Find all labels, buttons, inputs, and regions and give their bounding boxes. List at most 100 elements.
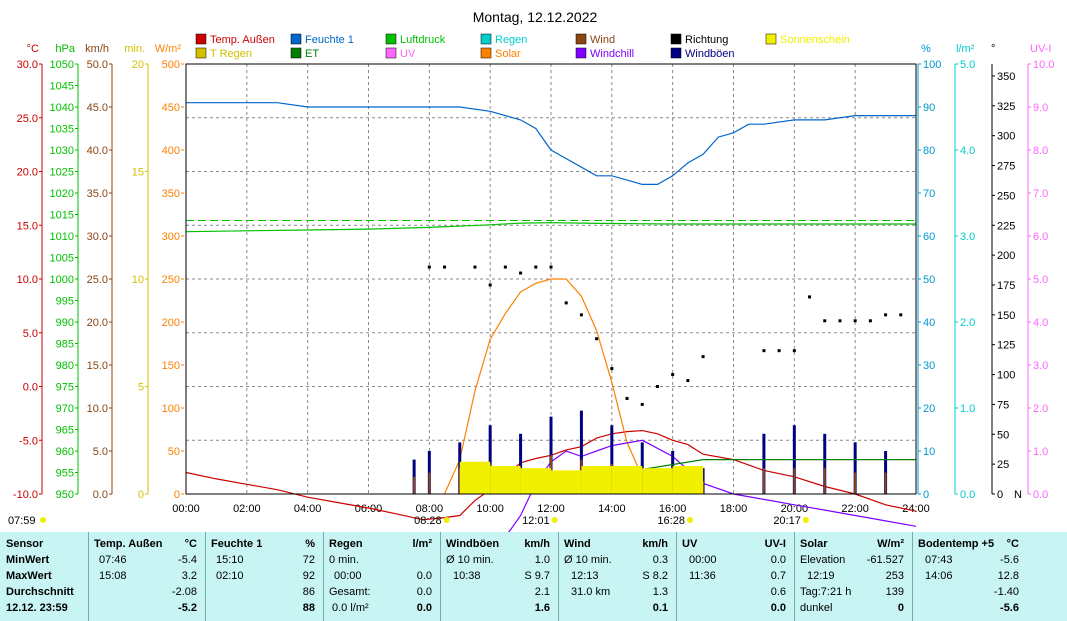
right-axis-tick-label: 80 (923, 145, 935, 157)
solar-current: 0 (897, 602, 904, 614)
sun-marker-icon (802, 517, 809, 523)
stats-col-solar: Solar W/m² Elevation -61.527 12:19 253 T… (794, 532, 912, 621)
right-axis-tick-label: 10.0 (1033, 59, 1054, 71)
sunshine-bar (581, 466, 612, 494)
right-axis-tick-label: 7.0 (1033, 188, 1048, 200)
left-axis-tick-label: 450 (162, 102, 180, 114)
humidity-min-time: 15:10 (216, 554, 244, 566)
left-axis-tick-label: 980 (56, 360, 74, 372)
legend-swatch (290, 33, 302, 45)
direction-point (792, 349, 796, 353)
legend-label: ET (305, 48, 319, 60)
time-marker-label: 08:28 (414, 515, 442, 527)
left-axis-tick-label: 960 (56, 446, 74, 458)
direction-point (868, 319, 872, 323)
gust-r1-label: Ø 10 min. (446, 554, 494, 566)
wind-unit: km/h (642, 538, 668, 550)
right-axis-tick-label: 25 (997, 459, 1009, 471)
right-axis-tick-label: 2.0 (1033, 403, 1048, 415)
sensor-row-avg: Durchschnitt (6, 586, 74, 598)
stats-col-temp: Temp. Außen °C 07:46 -5.4 15:08 3.2 -2.0… (88, 532, 205, 621)
time-markers: 07:59 08:28 12:01 16:28 20:17 (8, 515, 809, 527)
left-axis-tick-label: 40.0 (87, 145, 108, 157)
x-tick-label: 12:00 (537, 503, 565, 515)
uv-r3-val: 0.6 (770, 586, 786, 598)
right-axis-tick-label: 9.0 (1033, 102, 1048, 114)
sunshine-bar (520, 468, 551, 494)
solar-r1-label: Elevation (800, 554, 846, 566)
legend-swatch (290, 47, 302, 59)
right-axis-tick-label: 5.0 (960, 59, 975, 71)
left-axis-tick-label: 10.0 (87, 403, 108, 415)
soil-header: Bodentemp +5 (918, 538, 995, 550)
gust-header: Windböen (446, 538, 500, 550)
direction-point (503, 265, 507, 269)
uv-r2-label: 11:36 (689, 570, 716, 582)
direction-point (579, 313, 583, 317)
stats-col-wind: Wind km/h Ø 10 min. 0.3 12:13 S 8.2 31.0… (558, 532, 676, 621)
sensor-date: 12.12. 23:59 (6, 602, 68, 614)
left-axis-tick-label: 0.0 (93, 489, 108, 501)
wind-r2-label: 12:13 (571, 570, 599, 582)
sun-marker-icon (686, 517, 693, 523)
time-marker-label: 16:28 (657, 515, 685, 527)
left-axis-tick-label: 400 (162, 145, 180, 157)
direction-point (549, 265, 553, 269)
left-axis-tick-label: 5.0 (93, 446, 108, 458)
legend-label: Feuchte 1 (305, 34, 354, 46)
legend-label: Richtung (685, 34, 728, 46)
sunshine-bar (490, 466, 521, 494)
right-axis-tick-label: 10 (923, 446, 935, 458)
left-axis-tick-label: 5 (138, 382, 144, 394)
x-tick-label: 22:00 (841, 503, 869, 515)
right-axis-tick-label: 0.0 (1033, 489, 1048, 501)
uv-r1-label: 00:00 (689, 554, 717, 566)
right-axis-tick-label: 325 (997, 101, 1015, 113)
sun-marker-icon (551, 517, 558, 523)
solar-r2-val: 253 (885, 570, 904, 582)
left-axis-unit: min. (124, 43, 145, 55)
direction-point (808, 295, 812, 299)
left-axis-tick-label: 1000 (50, 274, 74, 286)
right-axis-tick-label: 60 (923, 231, 935, 243)
stats-col-rain: Regen l/m² 0 min. 00:00 0.0 Gesamt: 0.0 … (323, 532, 440, 621)
left-axis-tick-label: -10.0 (13, 489, 38, 501)
temp-max-time: 15:08 (99, 570, 127, 582)
right-axis-tick-label: 4.0 (1033, 317, 1048, 329)
luftdruck-line (185, 222, 916, 233)
left-axis-tick-label: 500 (162, 59, 180, 71)
grid (186, 64, 916, 494)
right-axis-unit: UV-I (1030, 43, 1051, 55)
left-axis-tick-label: 10 (132, 274, 144, 286)
chart-title: Montag, 12.12.2022 (473, 9, 598, 25)
left-axis-tick-label: 20 (132, 59, 144, 71)
wind-r1-val: 0.3 (652, 554, 668, 566)
wind-r3-val: 1.3 (652, 586, 668, 598)
right-axis-tick-label: 200 (997, 250, 1015, 262)
left-axis-tick-label: 300 (162, 231, 180, 243)
x-tick-label: 08:00 (416, 503, 444, 515)
solar-r1-val: -61.527 (866, 554, 904, 566)
temp-au-en-line (185, 429, 917, 521)
legend-swatch (480, 33, 492, 45)
right-axis-tick-label: 1.0 (1033, 446, 1048, 458)
x-tick-label: 02:00 (233, 503, 261, 515)
gust-current: 1.6 (534, 602, 550, 614)
left-axis-unit: hPa (55, 43, 75, 55)
soil-current: -5.6 (1000, 602, 1019, 614)
right-axis-tick-label: 30 (923, 360, 935, 372)
rain-r3-val: 0.0 (416, 586, 432, 598)
left-axis-tick-label: 1005 (50, 253, 74, 265)
right-axis-unit: l/m² (956, 43, 975, 55)
stats-col-uv: UV UV-I 00:00 0.0 11:36 0.7 0.6 0.0 (676, 532, 794, 621)
x-tick-label: 18:00 (720, 503, 748, 515)
sensor-header: Sensor (6, 538, 44, 550)
humidity-max-val: 92 (302, 570, 315, 582)
stats-table: Sensor MinWert MaxWert Durchschnitt 12.1… (0, 532, 1067, 621)
gust-r2-label: 10:38 (453, 570, 481, 582)
right-axis-tick-label: 350 (997, 71, 1015, 83)
direction-point (671, 373, 675, 377)
left-axis-tick-label: 35.0 (87, 188, 108, 200)
left-axis-tick-label: 0.0 (23, 382, 38, 394)
plot-frame (185, 63, 917, 495)
